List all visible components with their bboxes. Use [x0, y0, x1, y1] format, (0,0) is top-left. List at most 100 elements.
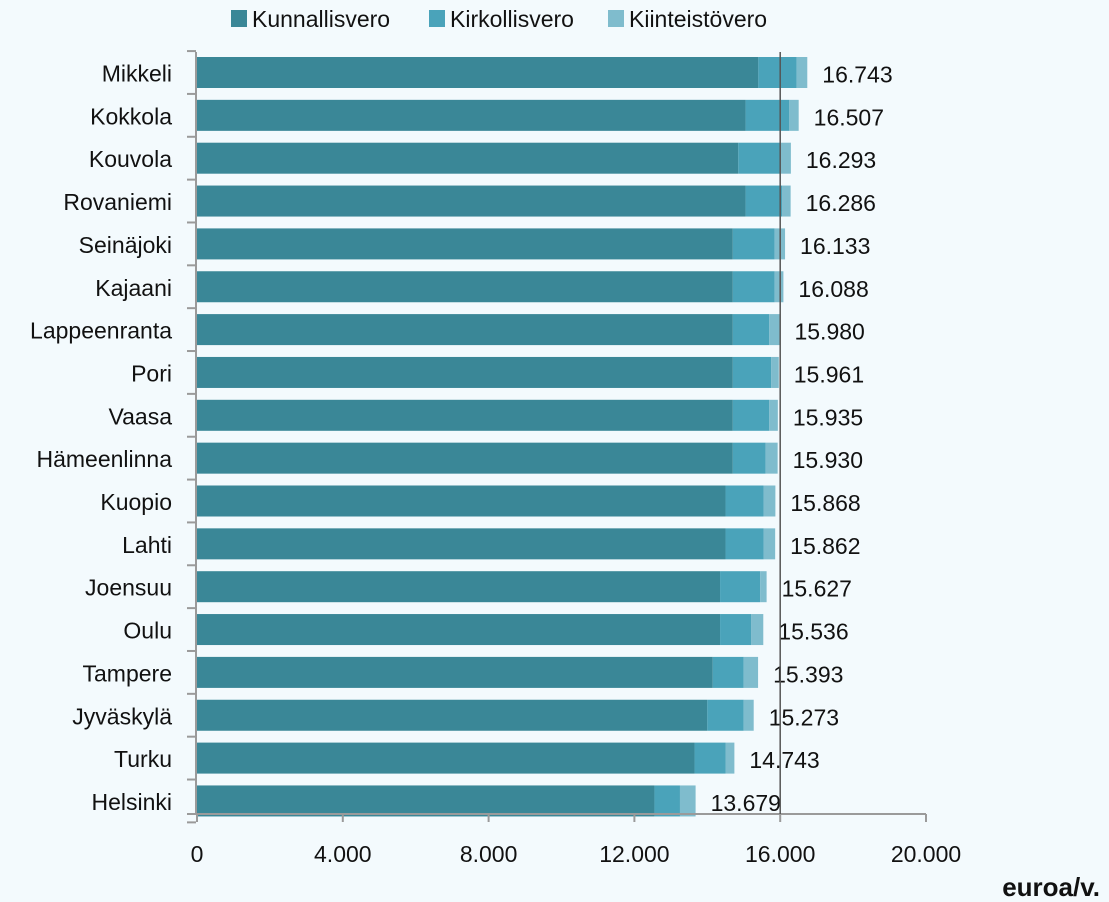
bar-kiinteistovero-10 [763, 485, 776, 517]
category-label: Jyväskylä [72, 703, 172, 729]
x-tick-label: 8.000 [460, 841, 518, 867]
bar-kiinteistovero-2 [780, 142, 791, 174]
total-label: 15.935 [793, 404, 863, 430]
category-label: Turku [114, 746, 172, 772]
bar-kirkollisvero-12 [720, 571, 761, 603]
bar-kunnallisvero-7 [197, 356, 733, 388]
bar-kunnallisvero-13 [197, 614, 721, 646]
bar-kunnallisvero-3 [197, 185, 746, 217]
category-label: Mikkeli [102, 61, 172, 87]
bar-kirkollisvero-11 [725, 528, 764, 560]
total-label: 16.133 [800, 233, 870, 259]
bar-kirkollisvero-16 [694, 742, 726, 774]
category-label: Tampere [83, 660, 172, 686]
legend: Kunnallisvero Kirkollisvero Kiinteistövero [231, 6, 767, 32]
category-label: Kouvola [89, 146, 172, 172]
bar-kunnallisvero-0 [197, 57, 759, 88]
category-label: Kajaani [95, 275, 172, 301]
bar-kunnallisvero-17 [197, 785, 655, 817]
bar-kirkollisvero-17 [654, 785, 680, 817]
bar-kiinteistovero-13 [751, 614, 764, 646]
total-label: 14.743 [749, 747, 819, 773]
bar-kunnallisvero-11 [197, 528, 726, 560]
total-label: 13.679 [711, 790, 781, 816]
unit-label: euroa/v. [1002, 872, 1100, 902]
bar-kirkollisvero-8 [732, 399, 770, 431]
bar-kirkollisvero-15 [707, 699, 744, 731]
bar-kirkollisvero-3 [745, 185, 783, 217]
bar-kunnallisvero-8 [197, 399, 733, 431]
category-label: Seinäjoki [79, 232, 172, 258]
category-label: Joensuu [85, 575, 172, 601]
bar-kiinteistovero-3 [782, 185, 791, 217]
x-tick-label: 16.000 [745, 841, 815, 867]
category-label: Kokkola [90, 103, 172, 129]
bar-kiinteistovero-12 [760, 571, 767, 603]
bar-kirkollisvero-14 [712, 656, 744, 688]
bar-kunnallisvero-1 [197, 99, 746, 131]
total-label: 16.088 [798, 276, 868, 302]
bar-kunnallisvero-4 [197, 228, 733, 260]
bar-kiinteistovero-15 [743, 699, 754, 731]
bar-kunnallisvero-10 [197, 485, 726, 517]
bar-kirkollisvero-10 [725, 485, 764, 517]
total-label: 15.961 [794, 361, 864, 387]
x-tick-label: 0 [191, 841, 204, 867]
category-label: Hämeenlinna [36, 446, 172, 472]
legend-swatch-1 [429, 10, 445, 27]
bar-kirkollisvero-13 [720, 614, 752, 646]
category-label: Lahti [122, 532, 172, 558]
bar-kirkollisvero-4 [732, 228, 775, 260]
category-label: Lappeenranta [30, 318, 172, 344]
bar-kunnallisvero-9 [197, 442, 733, 474]
legend-label-2: Kiinteistövero [629, 6, 767, 32]
bar-kirkollisvero-1 [745, 99, 790, 131]
legend-label-1: Kirkollisvero [450, 6, 574, 32]
bar-kunnallisvero-16 [197, 742, 695, 774]
bar-kiinteistovero-6 [769, 314, 780, 346]
bar-kiinteistovero-8 [769, 399, 778, 431]
category-label: Helsinki [91, 789, 172, 815]
total-label: 16.507 [814, 104, 884, 130]
bar-kirkollisvero-2 [738, 142, 781, 174]
total-label: 16.743 [822, 62, 892, 88]
category-label: Rovaniemi [63, 189, 172, 215]
x-tick-label: 20.000 [891, 841, 961, 867]
bar-kiinteistovero-9 [765, 442, 778, 474]
total-label: 15.536 [778, 619, 848, 645]
bar-kirkollisvero-6 [732, 314, 770, 346]
category-label: Pori [131, 360, 172, 386]
bar-kirkollisvero-9 [732, 442, 766, 474]
total-label: 16.293 [806, 147, 876, 173]
bar-kirkollisvero-0 [758, 57, 797, 88]
axes: 0 4.000 8.000 12.000 16.000 20.000 [187, 50, 961, 867]
category-label: Oulu [123, 618, 172, 644]
bar-kirkollisvero-7 [732, 356, 772, 388]
bar-kiinteistovero-16 [725, 742, 735, 774]
bar-kiinteistovero-0 [796, 57, 808, 88]
legend-label-0: Kunnallisvero [252, 6, 390, 32]
total-label: 15.627 [782, 576, 852, 602]
bar-kirkollisvero-5 [732, 271, 775, 303]
bar-kunnallisvero-6 [197, 314, 733, 346]
bar-kiinteistovero-7 [771, 356, 779, 388]
total-label: 15.980 [794, 319, 864, 345]
bar-kiinteistovero-1 [789, 99, 799, 131]
bar-kunnallisvero-2 [197, 142, 739, 174]
total-label: 15.868 [790, 490, 860, 516]
total-label: 15.862 [790, 533, 860, 559]
total-label: 16.286 [806, 190, 876, 216]
bar-kunnallisvero-12 [197, 571, 721, 603]
bars: Mikkeli 16.743 Kokkola 16.507 Kouvola 16.293 R… [30, 57, 893, 817]
x-tick-label: 4.000 [314, 841, 372, 867]
bar-kunnallisvero-15 [197, 699, 708, 731]
total-label: 15.393 [773, 661, 843, 687]
category-label: Vaasa [108, 403, 172, 429]
total-label: 15.930 [793, 447, 863, 473]
bar-kiinteistovero-5 [774, 271, 784, 303]
category-label: Kuopio [100, 489, 172, 515]
bar-kiinteistovero-14 [743, 656, 759, 688]
total-label: 15.273 [769, 704, 839, 730]
bar-kunnallisvero-14 [197, 656, 713, 688]
